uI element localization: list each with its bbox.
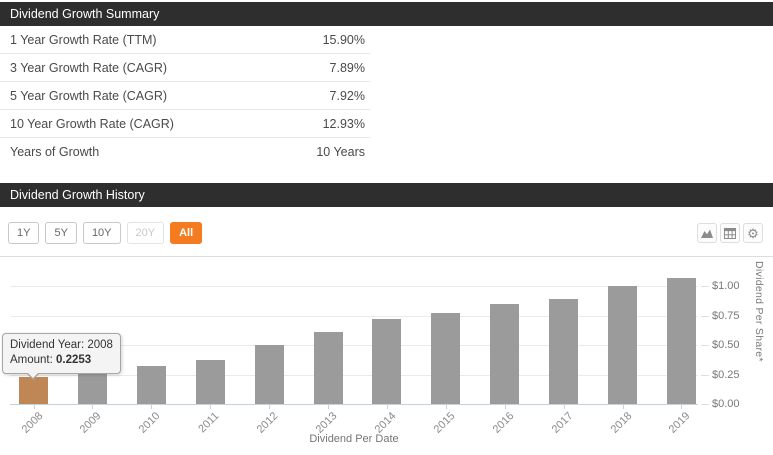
x-axis-tick <box>328 405 329 409</box>
dividend-history-chart: Dividend Year: 2008 Amount: 0.2253 Divid… <box>0 257 773 455</box>
summary-row-label: 5 Year Growth Rate (CAGR) <box>10 88 168 103</box>
gridline <box>10 286 698 287</box>
gear-icon: ⚙ <box>747 225 759 241</box>
summary-row: 1 Year Growth Rate (TTM) 15.90% <box>0 26 370 54</box>
summary-table: 1 Year Growth Rate (TTM) 15.90% 3 Year Gro… <box>0 26 370 166</box>
range-button-1y[interactable]: 1Y <box>8 222 40 244</box>
bar-2014[interactable] <box>372 319 402 404</box>
history-section-header: Dividend Growth History <box>0 183 773 207</box>
x-axis-tick <box>269 405 271 409</box>
bar-2012[interactable] <box>254 345 284 404</box>
range-buttons: 1Y 5Y 10Y 20Y All <box>8 222 208 244</box>
y-tick-label: $0.50 <box>712 339 740 351</box>
y-tick-label: $0.75 <box>712 309 740 322</box>
tooltip-line1: Dividend Year: 2008 <box>10 339 113 351</box>
range-button-5y[interactable]: 5Y <box>45 222 77 244</box>
table-icon <box>724 227 736 239</box>
area-chart-icon <box>701 229 713 238</box>
summary-row-value: 7.89% <box>329 60 365 75</box>
summary-title: Dividend Growth Summary <box>10 7 160 21</box>
bar-2015[interactable] <box>431 313 461 404</box>
x-axis-tick <box>92 405 94 409</box>
y-axis-title: Dividend Per Share* <box>753 261 765 362</box>
x-axis-tick <box>563 405 565 409</box>
tooltip-line2: Amount: 0.2253 <box>10 353 113 368</box>
tooltip-amount-label: Amount: <box>10 354 57 366</box>
bar-2016[interactable] <box>490 303 520 404</box>
summary-section-header: Dividend Growth Summary <box>0 2 773 26</box>
chart-toolbar: 1Y 5Y 10Y 20Y All ⚙ <box>0 207 773 244</box>
x-axis-tick <box>210 405 212 409</box>
bar-2010[interactable] <box>136 366 166 404</box>
chart-type-button[interactable] <box>697 223 717 243</box>
x-axis-tick <box>33 405 35 409</box>
gridline <box>10 374 698 376</box>
summary-row-label: 10 Year Growth Rate (CAGR) <box>10 116 174 131</box>
chart-tooltip: Dividend Year: 2008 Amount: 0.2253 <box>2 333 121 380</box>
summary-row-label: Years of Growth <box>10 145 100 159</box>
range-button-10y[interactable]: 10Y <box>82 222 121 244</box>
bar-2011[interactable] <box>195 360 225 404</box>
x-axis-title: Dividend Per Date <box>309 433 399 445</box>
summary-row-label: 1 Year Growth Rate (TTM) <box>10 32 157 47</box>
summary-row: 10 Year Growth Rate (CAGR) 12.93% <box>0 110 370 138</box>
y-tick-label: $0.00 <box>712 398 740 410</box>
toolbar-icons: ⚙ <box>694 223 763 243</box>
x-axis-tick <box>386 405 388 409</box>
x-axis-tick <box>445 405 447 409</box>
y-tick-label: $0.25 <box>712 368 740 381</box>
summary-row-value: 10 Years <box>316 145 365 159</box>
summary-row-label: 3 Year Growth Rate (CAGR) <box>10 60 168 75</box>
toolbar-divider <box>0 256 773 257</box>
bar-2009[interactable] <box>77 373 107 404</box>
gridline <box>10 345 698 346</box>
y-axis-tick <box>701 404 709 405</box>
summary-row-value: 15.90% <box>322 32 365 47</box>
range-button-20y[interactable]: 20Y <box>126 222 165 244</box>
y-axis-tick <box>701 345 709 346</box>
summary-row-value: 7.92% <box>329 88 365 103</box>
bar-2008[interactable] <box>19 377 48 404</box>
x-axis-tick <box>151 405 153 409</box>
data-table-button[interactable] <box>720 223 740 243</box>
summary-row-value: 12.93% <box>322 116 365 131</box>
x-axis-tick <box>504 405 506 409</box>
tooltip-amount-value: 0.2253 <box>56 354 92 366</box>
summary-row: 5 Year Growth Rate (CAGR) 7.92% <box>0 82 370 110</box>
tooltip-arrow-fill <box>27 372 39 378</box>
y-axis-tick <box>701 315 709 317</box>
y-tick-label: $1.00 <box>712 280 740 292</box>
y-axis-tick <box>701 374 709 376</box>
bar-2019[interactable] <box>666 277 696 404</box>
y-axis-tick <box>701 286 709 287</box>
history-title: Dividend Growth History <box>10 188 145 202</box>
x-axis-tick <box>681 405 683 409</box>
summary-row: Years of Growth 10 Years <box>0 138 370 166</box>
x-axis-tick <box>622 405 624 409</box>
bar-2017[interactable] <box>549 298 579 404</box>
x-axis-line <box>10 404 698 405</box>
range-button-all[interactable]: All <box>170 222 203 244</box>
summary-row: 3 Year Growth Rate (CAGR) 7.89% <box>0 54 370 82</box>
settings-button[interactable]: ⚙ <box>743 223 763 243</box>
bar-2018[interactable] <box>608 286 637 404</box>
gridline <box>10 315 698 317</box>
bar-2013[interactable] <box>313 332 343 404</box>
